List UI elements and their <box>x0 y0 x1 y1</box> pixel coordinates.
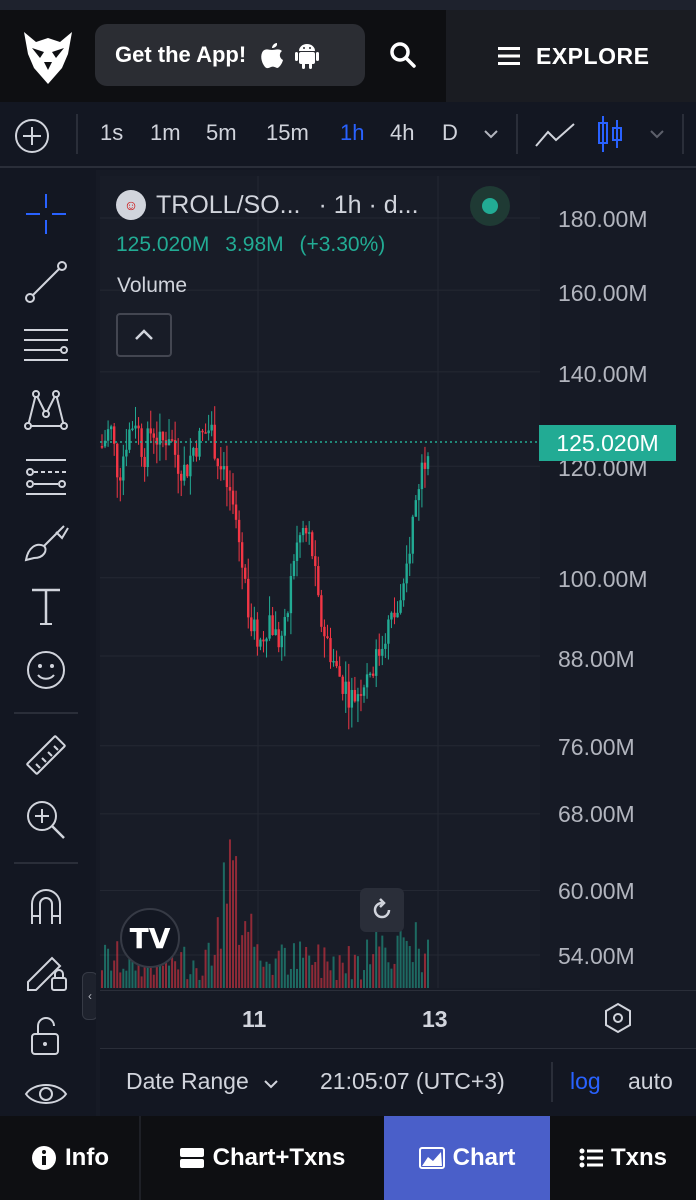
app-header: Get the App! EXPLORE <box>0 10 696 102</box>
price-change: 3.98M <box>225 233 284 256</box>
fib-retracement-icon[interactable] <box>22 322 70 370</box>
emoji-icon[interactable] <box>22 646 70 694</box>
pattern-icon[interactable] <box>22 386 70 434</box>
line-chart-icon[interactable] <box>534 120 576 150</box>
android-icon <box>295 44 320 69</box>
timeframe-d[interactable]: D <box>442 120 458 145</box>
nav-chart[interactable]: Chart <box>384 1116 550 1200</box>
price-axis-label: 68.00M <box>558 801 635 827</box>
nav-info-label: Info <box>65 1144 109 1171</box>
sidebar-divider <box>14 862 78 864</box>
get-app-label: Get the App! <box>115 42 247 67</box>
nav-chart-txns[interactable]: Chart+Txns <box>140 1116 384 1200</box>
nav-info[interactable]: Info <box>0 1116 140 1200</box>
volume-label: Volume <box>117 274 188 297</box>
price-axis-label: 100.00M <box>558 566 648 592</box>
chart-footer <box>100 1048 696 1116</box>
nav-txns[interactable]: Txns <box>550 1116 696 1200</box>
menu-icon <box>498 47 520 65</box>
timeframe-1h[interactable]: 1h <box>340 120 365 145</box>
sidebar-divider <box>14 712 78 714</box>
ruler-icon[interactable] <box>22 732 70 780</box>
area-chart-icon <box>418 1147 445 1169</box>
collapse-legend-button[interactable] <box>116 313 172 357</box>
apple-icon <box>261 43 284 69</box>
explore-button[interactable]: EXPLORE <box>446 10 696 102</box>
pair-name: TROLL/SO... <box>156 190 301 219</box>
crosshair-icon[interactable] <box>22 190 70 238</box>
timeframe-15m[interactable]: 15m <box>266 120 309 145</box>
last-price: 125.020M <box>116 233 210 256</box>
auto-scale-toggle[interactable]: auto <box>628 1068 673 1094</box>
tradingview-logo[interactable]: TV <box>120 908 180 968</box>
legend-price-row: 125.020M 3.98M (+3.30%) <box>116 233 395 257</box>
nav-chart-label: Chart <box>452 1144 516 1171</box>
add-symbol-icon[interactable] <box>14 118 50 154</box>
unlock-icon[interactable] <box>22 1012 70 1060</box>
timeframe-5m[interactable]: 5m <box>206 120 237 145</box>
chart-toolbar: 1s 1m 5m 15m 1h 4h D <box>0 102 696 168</box>
nav-txns-label: Txns <box>610 1144 667 1171</box>
status-bar <box>0 0 696 10</box>
reset-chart-button[interactable] <box>360 888 404 932</box>
chart-settings-icon[interactable] <box>602 1002 634 1034</box>
timeframe-chevron-icon[interactable] <box>482 128 500 140</box>
chart-plot-area[interactable] <box>100 176 540 988</box>
chevron-down-icon <box>264 1080 278 1089</box>
owl-logo[interactable] <box>22 28 74 86</box>
zoom-in-icon[interactable] <box>22 796 70 844</box>
drawing-tools-sidebar <box>0 170 94 1116</box>
get-app-button[interactable]: Get the App! <box>95 24 365 86</box>
brush-icon[interactable] <box>22 518 70 566</box>
price-axis-label: 160.00M <box>558 280 648 306</box>
price-axis-label: 140.00M <box>558 361 648 387</box>
toolbar-divider <box>76 114 78 154</box>
trend-line-icon[interactable] <box>22 258 70 306</box>
toolbar-divider <box>682 114 684 154</box>
split-view-icon <box>179 1148 204 1168</box>
toolbar-divider <box>516 114 518 154</box>
date-range-label: Date Range <box>126 1068 249 1094</box>
price-change-pct: (+3.30%) <box>299 233 386 256</box>
time-axis-label: 11 <box>242 1006 267 1032</box>
list-icon <box>579 1148 603 1168</box>
magnet-icon[interactable] <box>22 882 70 930</box>
text-icon[interactable] <box>22 582 70 630</box>
info-icon <box>32 1146 56 1170</box>
chevron-up-icon <box>135 329 153 340</box>
timeframe-1m[interactable]: 1m <box>150 120 181 145</box>
price-axis-label: 60.00M <box>558 878 635 904</box>
bottom-navigation: Info Chart+Txns Chart Txns <box>0 1116 696 1200</box>
candles-icon[interactable] <box>594 114 626 154</box>
lock-drawing-icon[interactable] <box>22 946 70 994</box>
price-axis-label: 88.00M <box>558 646 635 672</box>
current-price-tag: 125.020M <box>539 425 676 461</box>
forecast-icon[interactable] <box>22 452 70 500</box>
troll-coin-icon: ☺ <box>116 190 146 220</box>
live-status-icon <box>470 186 510 226</box>
reset-icon <box>373 898 391 919</box>
timeframe-4h[interactable]: 4h <box>390 120 415 145</box>
price-axis-label: 54.00M <box>558 943 635 969</box>
timezone-clock[interactable]: 21:05:07 (UTC+3) <box>320 1068 505 1094</box>
log-scale-toggle[interactable]: log <box>570 1068 601 1094</box>
interval-meta: · 1h · d... <box>318 190 419 219</box>
explore-label: EXPLORE <box>536 42 650 69</box>
nav-divider <box>139 1116 141 1200</box>
chart-type-chevron-icon[interactable] <box>648 128 666 140</box>
nav-chart-txns-label: Chart+Txns <box>212 1144 346 1171</box>
eye-icon[interactable] <box>22 1070 70 1118</box>
date-range-dropdown[interactable]: Date Range <box>126 1068 279 1095</box>
search-icon <box>390 42 416 68</box>
footer-divider <box>551 1062 553 1102</box>
price-axis-label: 180.00M <box>558 206 648 232</box>
price-axis-label: 76.00M <box>558 734 635 760</box>
search-button[interactable] <box>380 32 426 78</box>
symbol-legend[interactable]: ☺ TROLL/SO... · 1h · d... <box>116 190 419 220</box>
time-axis-label: 13 <box>422 1006 448 1032</box>
time-axis[interactable] <box>100 990 696 1046</box>
timeframe-1s[interactable]: 1s <box>100 120 124 145</box>
